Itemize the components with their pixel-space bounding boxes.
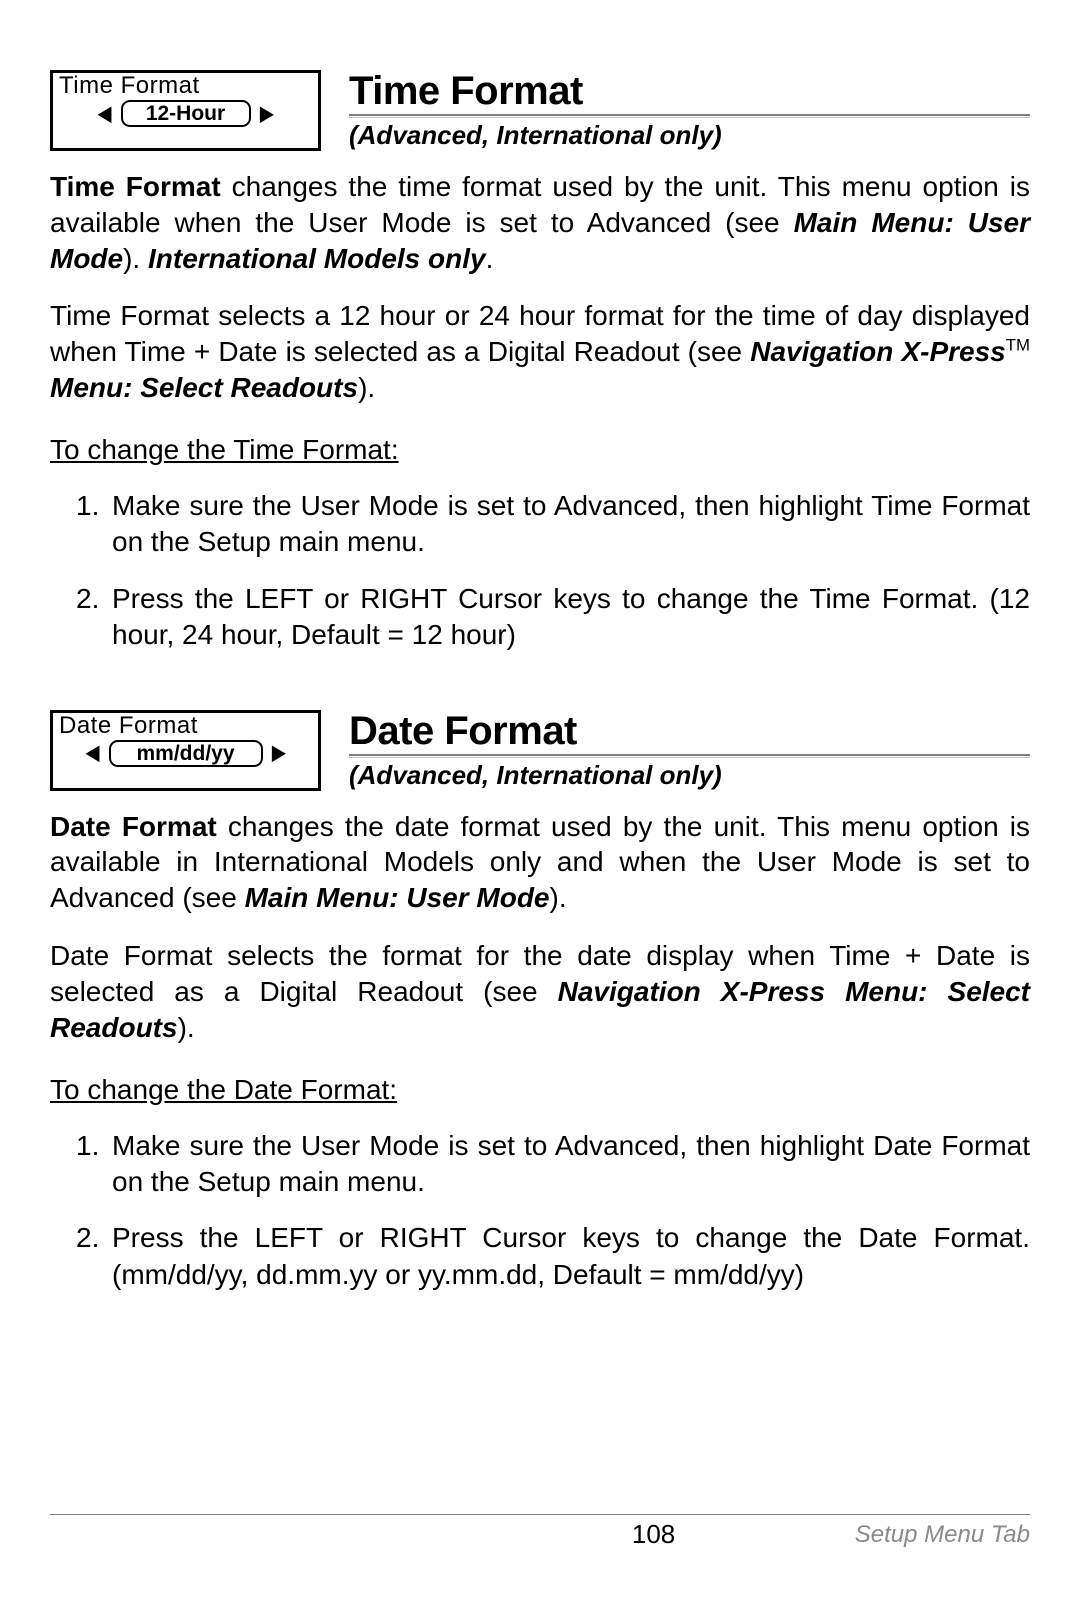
time-format-instr-head: To change the Time Format: [50, 434, 1030, 466]
page-tab-label: Setup Menu Tab [855, 1521, 1030, 1549]
time-format-menu-box: Time Format ◀ 12-Hour ▶ [50, 70, 321, 151]
date-format-para2: Date Format selects the format for the d… [50, 938, 1030, 1045]
date-format-subtitle: (Advanced, International only) [349, 757, 1030, 791]
tf-p2-ref: Navigation X-Press [750, 336, 1006, 367]
date-format-menu-value: mm/dd/yy [109, 740, 263, 767]
df-p2-tail: ). [178, 1012, 195, 1043]
arrow-left-icon[interactable]: ◀ [98, 104, 111, 124]
date-format-steps: Make sure the User Mode is set to Advanc… [50, 1128, 1030, 1294]
time-format-menu-value-row: ◀ 12-Hour ▶ [53, 98, 318, 129]
page-footer: 108 Setup Menu Tab [50, 1519, 1030, 1550]
tf-p2-tm: TM [1006, 336, 1030, 355]
tf-p1-rest2: ). [123, 243, 140, 274]
df-p1-ref1: Main Menu: User Mode [245, 882, 550, 913]
footer-rule [50, 1514, 1030, 1515]
date-format-section-header: Date Format ◀ mm/dd/yy ▶ Date Format (Ad… [50, 710, 1030, 791]
tf-step-2: Press the LEFT or RIGHT Cursor keys to c… [112, 581, 1030, 654]
date-format-para1: Date Format changes the date format used… [50, 809, 1030, 916]
time-format-section-header: Time Format ◀ 12-Hour ▶ Time Format (Adv… [50, 70, 1030, 151]
time-format-title: Time Format [349, 70, 1030, 116]
time-format-subtitle: (Advanced, International only) [349, 117, 1030, 151]
date-format-menu-box: Date Format ◀ mm/dd/yy ▶ [50, 710, 321, 791]
time-format-menu-value: 12-Hour [121, 100, 251, 127]
df-p1-lead: Date Format [50, 811, 217, 842]
tf-p1-period: . [486, 243, 494, 274]
time-format-para2: Time Format selects a 12 hour or 24 hour… [50, 298, 1030, 405]
df-step-2: Press the LEFT or RIGHT Cursor keys to c… [112, 1220, 1030, 1293]
date-format-menu-label: Date Format [53, 713, 318, 738]
date-format-instr-head: To change the Date Format: [50, 1074, 1030, 1106]
arrow-right-icon[interactable]: ▶ [260, 104, 273, 124]
tf-p1-tail: International Models only [148, 243, 486, 274]
tf-step-1: Make sure the User Mode is set to Advanc… [112, 488, 1030, 561]
time-format-menu-label: Time Format [53, 73, 318, 98]
tf-p2-ref2: Menu: Select Readouts [50, 372, 358, 403]
page-number: 108 [452, 1519, 854, 1550]
arrow-right-icon[interactable]: ▶ [272, 743, 285, 763]
date-format-title: Date Format [349, 710, 1030, 756]
arrow-left-icon[interactable]: ◀ [86, 743, 99, 763]
tf-p2-tail: ). [358, 372, 375, 403]
df-p1-rest2: ). [550, 882, 567, 913]
df-step-1: Make sure the User Mode is set to Advanc… [112, 1128, 1030, 1201]
time-format-para1: Time Format changes the time format used… [50, 169, 1030, 276]
tf-p1-lead: Time Format [50, 171, 221, 202]
date-format-menu-value-row: ◀ mm/dd/yy ▶ [53, 738, 318, 769]
time-format-steps: Make sure the User Mode is set to Advanc… [50, 488, 1030, 654]
